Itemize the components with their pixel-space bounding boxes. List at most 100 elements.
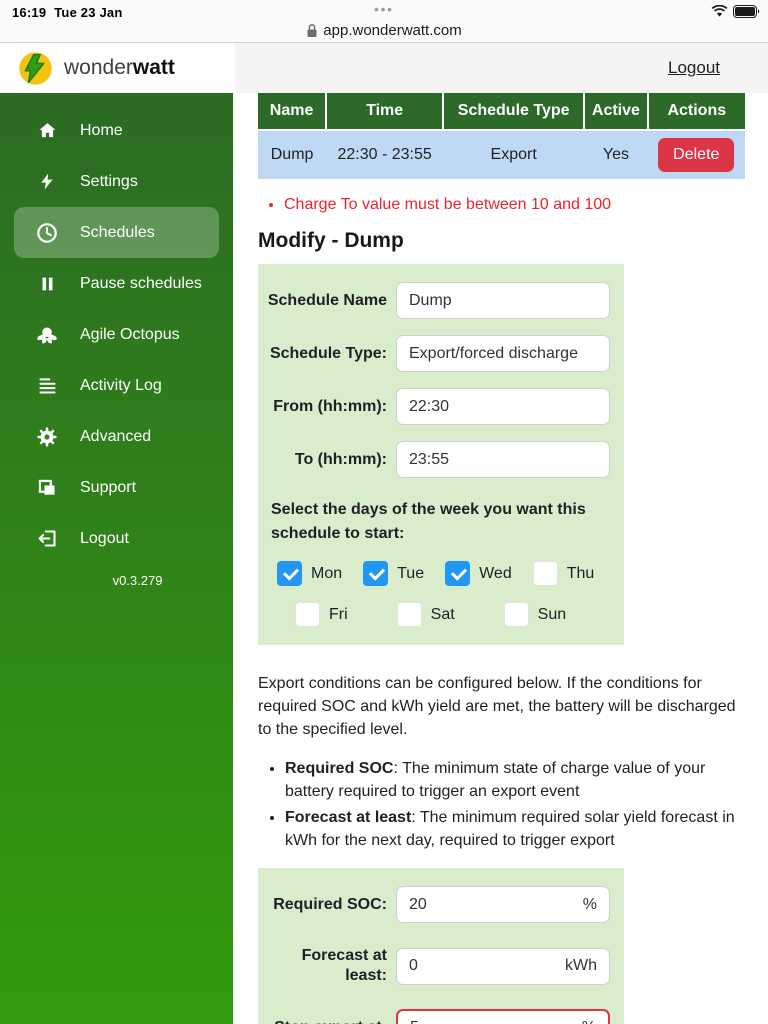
sidebar-item-support[interactable]: Support [14,462,219,513]
sidebar-item-label: Support [80,478,137,496]
browser-chrome: 16:19 Tue 23 Jan ••• app.wonderwatt.com [0,0,768,43]
bullet-required-soc: Required SOC: The minimum state of charg… [285,757,745,803]
days-row-1: Mon Tue Wed Thu [258,561,624,586]
cell-name: Dump [258,130,327,179]
export-conditions-paragraph: Export conditions can be configured belo… [258,675,736,739]
sidebar-item-settings[interactable]: Settings [14,156,219,207]
sidebar-item-label: Home [80,121,123,139]
bullet-text: : The minimum required solar yield forec… [285,808,735,850]
from-time-input[interactable] [396,388,610,425]
required-soc-value: 20 [409,895,427,913]
day-mon[interactable]: Mon [277,561,342,586]
bolt-icon [36,171,58,193]
status-date: Tue 23 Jan [54,5,123,20]
day-tue[interactable]: Tue [363,561,424,586]
clock-icon [36,222,58,244]
forecast-at-least-label: Forecast at least: [301,947,387,985]
sidebar-item-label: Logout [80,529,129,547]
checkbox-tue[interactable] [363,561,389,586]
day-sat[interactable]: Sat [396,602,455,627]
bullet-forecast-at-least: Forecast at least: The minimum required … [285,806,745,852]
col-header-active: Active [583,93,648,131]
cell-actions: Delete [647,130,745,179]
logout-icon [36,528,58,550]
header-bar: Logout [235,43,768,93]
home-icon [36,120,58,142]
day-label: Thu [566,564,595,582]
schedules-table: Name Time Schedule Type Active Actions D… [258,93,745,179]
checkbox-sun[interactable] [503,602,529,627]
wonderwatt-logo-icon [19,51,52,85]
logout-link[interactable]: Logout [668,58,720,77]
day-wed[interactable]: Wed [445,561,512,586]
forecast-at-least-input[interactable]: 0 kWh [396,947,610,985]
day-label: Mon [311,564,343,582]
address-bar[interactable]: app.wonderwatt.com [0,22,768,39]
pause-icon [36,273,58,295]
schedule-type-label: Schedule Type: [269,344,387,362]
gear-icon [36,426,58,448]
wifi-icon [711,5,728,17]
table-header-row: Name Time Schedule Type Active Actions [258,93,745,131]
battery-icon [733,5,760,18]
sidebar-item-home[interactable]: Home [14,105,219,156]
sidebar-item-schedules[interactable]: Schedules [14,207,219,258]
day-label: Tue [397,564,425,582]
export-conditions-bullets: Required SOC: The minimum state of charg… [285,757,745,853]
col-header-time: Time [325,93,444,131]
schedule-form-panel: Schedule Name Schedule Type: From (hh:mm… [258,264,624,645]
forecast-at-least-value: 0 [409,957,418,975]
validation-errors: Charge To value must be between 10 and 1… [284,196,745,214]
stop-export-at-input[interactable]: 5 % [396,1009,610,1024]
sidebar-item-pause-schedules[interactable]: Pause schedules [14,258,219,309]
forecast-at-least-unit: kWh [565,957,597,975]
day-label: Sun [537,605,567,623]
main-layout: Home Settings Schedules Pause schedules [0,93,768,1024]
col-header-schedule-type: Schedule Type [442,93,585,131]
col-header-name: Name [258,93,327,131]
sidebar-item-agile-octopus[interactable]: Agile Octopus [14,309,219,360]
sidebar-item-advanced[interactable]: Advanced [14,411,219,462]
schedule-name-label: Schedule Name [267,291,387,309]
lock-icon [307,24,317,37]
bullet-term: Required SOC [285,759,394,777]
day-thu[interactable]: Thu [532,561,595,586]
checkbox-sat[interactable] [396,602,422,627]
validation-error-item: Charge To value must be between 10 and 1… [284,196,745,214]
sidebar-item-logout[interactable]: Logout [14,513,219,564]
export-form-panel: Required SOC: 20 % Forecast at least: 0 … [258,868,624,1024]
url-text: app.wonderwatt.com [323,22,462,39]
cell-schedule-type: Export [443,130,585,179]
support-icon [36,477,58,499]
checkbox-fri[interactable] [295,602,320,627]
sidebar-item-activity-log[interactable]: Activity Log [14,360,219,411]
from-time-label: From (hh:mm): [273,397,387,415]
stop-export-at-unit: % [582,1019,596,1024]
schedule-type-input[interactable] [396,335,610,372]
checkbox-mon[interactable] [277,561,302,586]
cell-time: 22:30 - 23:55 [326,130,444,179]
bullet-term: Forecast at least [285,808,412,826]
stop-export-at-value: 5 [410,1019,419,1024]
days-prompt: Select the days of the week you want thi… [271,501,586,542]
status-time: 16:19 [12,5,47,20]
required-soc-input[interactable]: 20 % [396,886,610,924]
status-icons [711,5,760,18]
checkbox-thu[interactable] [532,561,558,586]
tab-overview-icon[interactable]: ••• [374,2,394,17]
brand: wonderwatt [0,43,235,93]
schedule-name-input[interactable] [396,282,610,319]
required-soc-unit: % [582,895,597,913]
sidebar-item-label: Advanced [80,427,152,445]
app-header: wonderwatt Logout [0,43,768,93]
sidebar-item-label: Activity Log [80,376,162,394]
day-fri[interactable]: Fri [295,602,348,627]
to-time-input[interactable] [396,441,610,478]
day-sun[interactable]: Sun [503,602,567,627]
sidebar-item-label: Settings [80,172,138,190]
days-row-2: Fri Sat Sun [258,602,624,627]
checkbox-wed[interactable] [445,561,471,586]
delete-button[interactable]: Delete [658,138,735,172]
sidebar: Home Settings Schedules Pause schedules [0,93,233,1024]
